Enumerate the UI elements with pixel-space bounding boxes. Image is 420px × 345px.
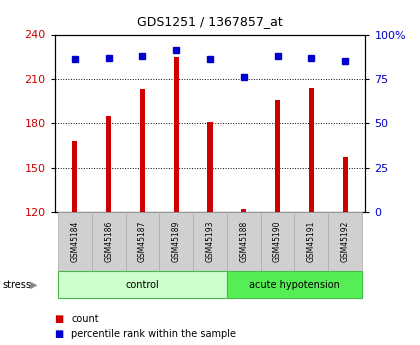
Text: GSM45193: GSM45193 <box>205 221 215 262</box>
Bar <box>343 157 348 212</box>
Bar <box>328 212 362 271</box>
Text: GSM45192: GSM45192 <box>341 221 349 262</box>
Bar <box>126 212 159 271</box>
Bar <box>227 271 362 298</box>
Text: GSM45184: GSM45184 <box>71 221 79 262</box>
Text: GSM45191: GSM45191 <box>307 221 316 262</box>
Text: ■: ■ <box>55 329 64 339</box>
Bar <box>140 89 145 212</box>
Text: GSM45187: GSM45187 <box>138 221 147 262</box>
Text: count: count <box>71 314 99 324</box>
Bar <box>261 212 294 271</box>
Text: stress: stress <box>2 280 31 289</box>
Bar <box>92 212 126 271</box>
Text: GSM45190: GSM45190 <box>273 221 282 262</box>
Text: GSM45189: GSM45189 <box>172 221 181 262</box>
Bar <box>58 212 92 271</box>
Bar <box>193 212 227 271</box>
Bar <box>241 209 246 212</box>
Bar <box>174 57 179 212</box>
Text: GSM45186: GSM45186 <box>104 221 113 262</box>
Bar <box>275 100 280 212</box>
Bar <box>294 212 328 271</box>
Text: percentile rank within the sample: percentile rank within the sample <box>71 329 236 339</box>
Bar <box>227 212 261 271</box>
Bar <box>207 122 213 212</box>
Bar <box>159 212 193 271</box>
Bar <box>309 88 314 212</box>
Bar <box>58 271 227 298</box>
Bar <box>106 116 111 212</box>
Text: ■: ■ <box>55 314 64 324</box>
Text: GSM45188: GSM45188 <box>239 221 248 262</box>
Bar <box>72 141 77 212</box>
Text: control: control <box>126 280 159 289</box>
Text: GDS1251 / 1367857_at: GDS1251 / 1367857_at <box>137 16 283 29</box>
Text: acute hypotension: acute hypotension <box>249 280 340 289</box>
Text: ▶: ▶ <box>30 280 38 289</box>
